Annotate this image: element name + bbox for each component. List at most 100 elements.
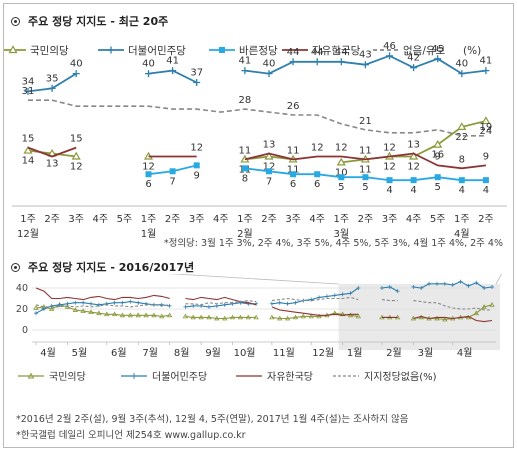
top-value-label-3-10: 13 [263, 140, 276, 151]
bottom-point-1-7 [89, 301, 94, 306]
bottom-point-1-49 [419, 286, 424, 290]
top-point-1-5 [145, 70, 152, 78]
bottom-point-1-1 [41, 307, 46, 311]
bottom-series-line-3-1 [185, 300, 257, 306]
top-point-0-0 [23, 145, 33, 154]
top-value-label-1-0: 34 [22, 76, 35, 87]
top-value-label-3-14: 11 [359, 145, 372, 156]
bottom-point-0-34 [300, 313, 306, 319]
top-point-1-1 [48, 84, 56, 92]
bottom-legend-label-0: 국민의당 [49, 371, 86, 383]
legend-marker-0 [8, 45, 18, 54]
top-point-0-17 [433, 139, 443, 148]
top-point-2-18 [458, 177, 465, 184]
top-legend: 국민의당 더불어민주당 바른정당 자유한국당 없음/유보 (%) [4, 44, 481, 57]
top-value-label-2-10: 7 [266, 176, 272, 187]
top-point-1-2 [72, 70, 80, 78]
top-tick-label-2: 3주 [68, 214, 84, 225]
bottom-point-1-23 [214, 303, 219, 308]
bottom-title-text: 주요 정당 지지도 - 2016/2017년 [28, 261, 195, 274]
bottom-series-1 [34, 279, 494, 316]
bottom-point-0-28 [253, 314, 259, 320]
top-value-label-3-15: 12 [383, 142, 396, 153]
top-value-label-3-17: 9 [435, 151, 441, 162]
bottom-point-0-33 [292, 314, 299, 320]
top-value-label-2-12: 6 [314, 179, 320, 190]
bottom-chart-title: 주요 정당 지지도 - 2016/2017년 [11, 259, 194, 275]
bottom-month-label-7: 11월 [273, 347, 295, 359]
top-tick-label-8: 4주 [213, 214, 229, 225]
top-value-label-3-9: 11 [239, 145, 252, 156]
top-value-label-0-0: 14 [22, 156, 35, 167]
top-value-label-0-13: 10 [335, 167, 348, 178]
top-value-label-1-19: 41 [480, 56, 493, 67]
bottom-point-0-40 [347, 312, 354, 318]
top-value-label-2-13: 5 [338, 182, 344, 193]
top-tick-label-7: 3주 [189, 214, 205, 225]
bottom-point-0-7 [88, 309, 94, 315]
top-series-4: 31 28 26 21 19 [22, 86, 493, 137]
bottom-x-axis: 4월 5월 6월 7월 8월 9월 10월 11월 12월 1월 2월 3월 4월 [32, 341, 496, 359]
bottom-point-1-48 [411, 284, 416, 289]
bottom-point-0-15 [151, 312, 157, 318]
bottom-point-1-32 [285, 301, 290, 306]
bottom-point-0-19 [182, 313, 189, 319]
bottom-point-1-12 [128, 299, 133, 304]
top-value-label-4-0: 31 [22, 86, 35, 97]
top-value-label-1-6: 41 [166, 56, 179, 67]
top-point-0-13 [336, 157, 346, 166]
legend-label-2: 바른정당 [239, 45, 278, 57]
bottom-point-0-31 [277, 315, 283, 321]
bottom-month-label-0: 4월 [40, 347, 56, 359]
top-value-label-4-19: 19 [480, 122, 493, 133]
bottom-point-0-56 [473, 310, 479, 316]
bottom-point-1-52 [442, 281, 447, 286]
bottom-series-line-3-3 [381, 299, 398, 302]
bottom-point-0-23 [214, 315, 220, 321]
bottom-point-1-58 [490, 284, 494, 289]
top-value-label-0-14: 11 [359, 164, 372, 175]
legend-label-1: 더불어민주당 [128, 45, 186, 57]
top-tick-label-10: 2주 [261, 214, 277, 225]
top-month-label-4: 4월 [454, 228, 470, 240]
top-title-text: 주요 정당 지지도 - 최근 20주 [28, 15, 169, 28]
top-value-label-3-2: 15 [70, 134, 83, 145]
top-series-line-4-0 [28, 99, 486, 137]
top-point-1-10 [265, 70, 273, 78]
bottom-month-label-10: 2월 [386, 347, 402, 359]
top-value-label-1-10: 40 [263, 59, 276, 70]
bottom-point-1-31 [277, 300, 282, 305]
bottom-legend: 국민의당 더불어민주당 자유한국당 지지정당없음(%) [18, 370, 437, 383]
bottom-point-0-4 [64, 304, 71, 309]
top-chart-title: 주요 정당 지지도 - 최근 20주 [11, 13, 168, 29]
bottom-point-0-27 [245, 314, 251, 320]
bottom-point-0-6 [80, 308, 86, 313]
bottom-point-0-21 [198, 314, 204, 320]
bottom-month-label-8: 12월 [312, 347, 334, 359]
top-value-label-2-17: 5 [435, 182, 441, 193]
top-value-label-1-2: 40 [70, 59, 83, 70]
bottom-point-0-8 [96, 310, 102, 316]
top-tick-label-13: 1주 [334, 214, 350, 225]
top-tick-label-6: 2주 [165, 214, 181, 225]
top-point-2-11 [290, 171, 297, 178]
bottom-point-1-28 [254, 301, 259, 306]
bottom-month-label-3: 7월 [142, 347, 158, 359]
bottom-series-line-3-2 [271, 296, 359, 302]
top-value-label-0-18: 22 [455, 132, 468, 143]
source-note: *한국갤럽 데일리 오피니언 제254호 www.gallup.co.kr [16, 430, 246, 441]
bottom-legend-marker-1 [131, 373, 137, 379]
bottom-point-0-35 [308, 313, 314, 319]
highlight-connector-right [495, 274, 502, 285]
bottom-point-0-58 [489, 301, 495, 307]
bottom-point-0-17 [166, 312, 173, 318]
bottom-point-1-50 [427, 281, 432, 286]
top-point-0-2 [71, 151, 81, 160]
top-value-label-2-14: 5 [362, 182, 368, 193]
top-point-1-14 [361, 61, 369, 69]
top-value-label-2-5: 6 [145, 179, 151, 190]
top-chart: 국민의당더불어민주당바른정당자유한국당없음/유보(%)1413121211121… [4, 41, 507, 240]
highlight-connector-left [168, 274, 339, 285]
top-value-label-2-19: 4 [483, 185, 489, 196]
bottom-ytick-1: 20 [16, 304, 28, 315]
